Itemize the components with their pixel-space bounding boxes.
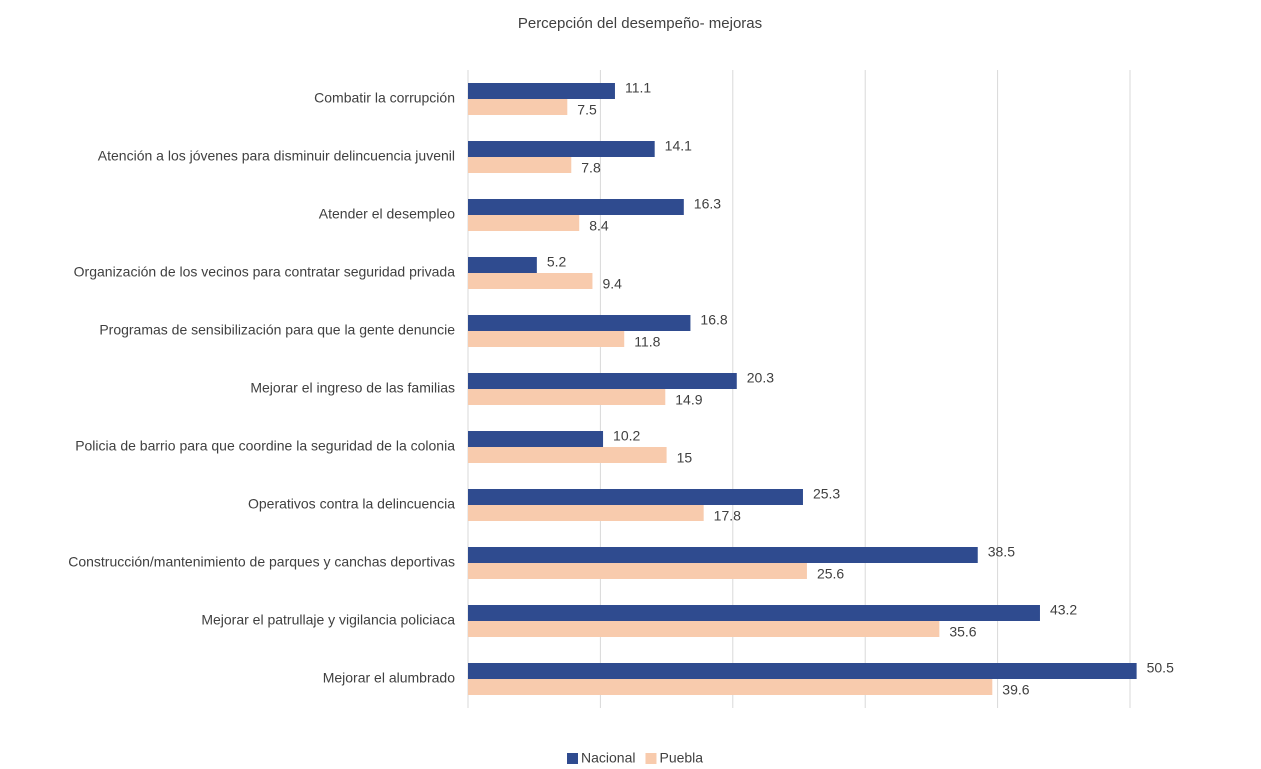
data-label: 5.2 [547,254,567,270]
y-tick-label: Atención a los jóvenes para disminuir de… [98,148,455,164]
y-tick-label: Construcción/mantenimiento de parques y … [68,554,455,570]
data-label: 7.5 [577,102,597,118]
data-label: 38.5 [988,544,1015,560]
bar [468,215,580,231]
bar [468,257,537,273]
y-tick-label: Mejorar el ingreso de las familias [250,380,455,396]
bar [468,663,1137,679]
y-tick-label: Atender el desempleo [319,206,455,222]
data-label: 15 [677,450,693,466]
y-tick-label: Combatir la corrupción [314,90,455,106]
data-label: 9.4 [602,276,622,292]
data-label: 16.8 [700,312,727,328]
data-label: 43.2 [1050,602,1077,618]
bar [468,447,667,463]
bar [468,621,940,637]
legend-swatch [645,753,657,764]
bar [468,679,993,695]
data-label: 35.6 [949,624,976,640]
data-label: 14.1 [665,138,692,154]
data-label: 8.4 [589,218,609,234]
data-label: 39.6 [1002,682,1029,698]
data-label: 17.8 [714,508,741,524]
bar [468,199,684,215]
bar [468,605,1040,621]
data-label: 11.1 [625,80,651,96]
legend-label: Nacional [581,750,635,766]
bar [468,547,978,563]
data-label: 25.6 [817,566,844,582]
bar [468,389,666,405]
legend-label: Puebla [659,750,703,766]
bar [468,315,691,331]
y-tick-label: Programas de sensibilización para que la… [99,322,455,338]
legend-swatch [567,753,578,764]
data-label: 10.2 [613,428,640,444]
data-label: 7.8 [581,160,601,176]
y-tick-label: Mejorar el alumbrado [323,670,455,686]
y-tick-label: Organización de los vecinos para contrat… [74,264,456,280]
bar [468,83,615,99]
bar [468,141,655,157]
bar [468,331,625,347]
y-tick-label: Operativos contra la delincuencia [248,496,455,512]
bar [468,157,572,173]
y-tick-label: Mejorar el patrullaje y vigilancia polic… [201,612,455,628]
bar [468,489,803,505]
bar [468,373,737,389]
chart-title: Percepción del desempeño- mejoras [518,15,762,32]
data-label: 50.5 [1147,660,1174,676]
data-label: 20.3 [747,370,774,386]
data-label: 16.3 [694,196,721,212]
bar [468,431,604,447]
bar [468,99,568,115]
data-label: 25.3 [813,486,840,502]
data-label: 14.9 [675,392,702,408]
data-label: 11.8 [634,334,660,350]
bar [468,563,807,579]
bar [468,505,704,521]
bar [468,273,593,289]
y-tick-label: Policia de barrio para que coordine la s… [75,438,455,454]
